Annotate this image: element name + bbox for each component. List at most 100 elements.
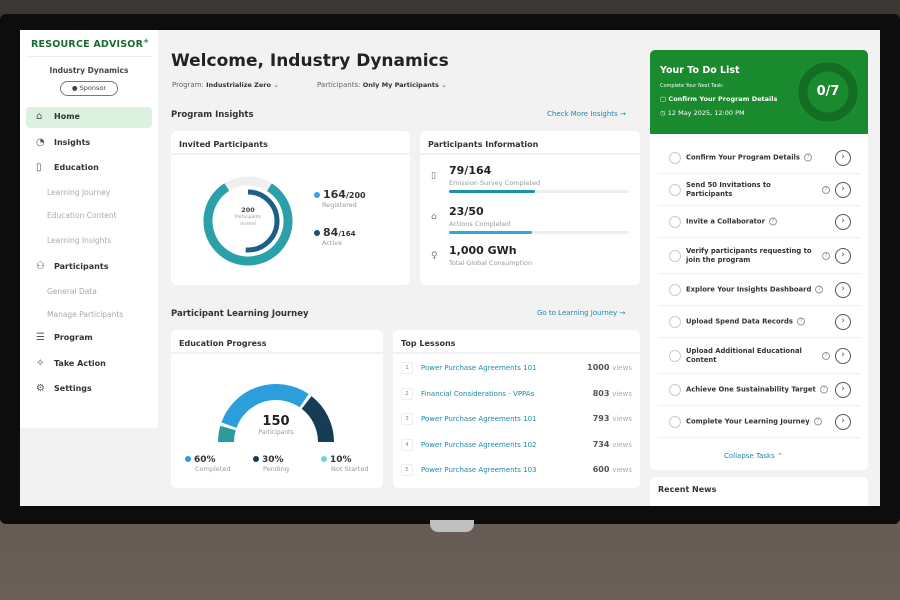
list-icon: ☰: [36, 332, 45, 343]
chevron-right-circle-icon[interactable]: ›: [835, 413, 851, 430]
todo-item[interactable]: Explore Your Insights Dashboard? ›: [658, 274, 860, 306]
views-count: 803: [592, 388, 610, 398]
logo[interactable]: RESOURCE ADVISOR+: [31, 37, 149, 50]
todo-checkbox[interactable]: [669, 215, 681, 228]
legend-dot: [321, 456, 327, 462]
todo-item[interactable]: Invite a Collaborator? ›: [658, 206, 860, 238]
bulb-icon: ♀: [431, 251, 438, 261]
sidebar-subitem[interactable]: Education Content: [47, 211, 117, 220]
todo-checkbox[interactable]: [669, 349, 681, 362]
sidebar-item-education[interactable]: ▯ Education: [26, 158, 152, 179]
help-icon[interactable]: ?: [822, 251, 830, 260]
chevron-right-circle-icon[interactable]: ›: [835, 281, 851, 298]
lesson-rank: 2: [401, 387, 413, 400]
gauge-segment-pending: [301, 396, 334, 443]
participants-information-card: Participants Information ▯ 79/164 Emission…: [420, 131, 640, 285]
lesson-row[interactable]: 3 Power Purchase Agreements 101 793 views: [401, 407, 632, 432]
todo-progress-text: 0/7: [816, 84, 840, 99]
todo-checkbox[interactable]: [669, 283, 681, 296]
chevron-right-circle-icon[interactable]: ›: [835, 181, 851, 198]
legend-dot: [253, 456, 259, 462]
lesson-link[interactable]: Financial Considerations - VPPAs: [421, 389, 535, 398]
sidebar-item-program[interactable]: ☰ Program: [26, 328, 152, 349]
todo-checkbox[interactable]: [669, 315, 681, 328]
todo-checkbox[interactable]: [669, 151, 681, 164]
lesson-row[interactable]: 1 Power Purchase Agreements 101 1000 views: [401, 356, 632, 381]
sidebar-item-take-action[interactable]: ✧ Take Action: [26, 354, 152, 375]
todo-checkbox[interactable]: [669, 383, 681, 396]
help-icon[interactable]: ?: [813, 417, 822, 426]
donut-center-label: Participants: [234, 215, 262, 220]
todo-item[interactable]: Complete Your Learning Journey? ›: [658, 406, 860, 438]
donut-center: 200 Participants Invited: [228, 207, 268, 228]
help-icon[interactable]: ?: [815, 285, 824, 294]
clipboard-icon: ▯: [431, 171, 436, 181]
chevron-right-circle-icon[interactable]: ›: [835, 313, 851, 330]
chart-icon: ◔: [36, 137, 45, 148]
todo-item[interactable]: Verify participants requesting to join t…: [658, 238, 860, 274]
todo-label: Verify participants requesting to join t…: [686, 246, 812, 264]
active-arc: [216, 189, 280, 253]
chevron-right-circle-icon[interactable]: ›: [835, 381, 851, 398]
participants-filter[interactable]: Participants: Only My Participants ⌄: [317, 81, 447, 89]
todo-label: Achieve One Sustainability Target: [686, 385, 816, 393]
sidebar-subitem[interactable]: Learning Journey: [47, 188, 111, 197]
help-icon[interactable]: ?: [819, 385, 828, 394]
chevron-right-circle-icon[interactable]: ›: [835, 213, 851, 230]
todo-item[interactable]: Upload Additional Educational Content? ›: [658, 338, 860, 374]
lesson-link[interactable]: Power Purchase Agreements 103: [421, 466, 537, 474]
active-value: 84: [323, 226, 339, 239]
next-task-label: Complete Your Next Task:: [660, 83, 724, 89]
todo-checkbox[interactable]: [669, 249, 681, 262]
chevron-right-circle-icon[interactable]: ›: [835, 347, 851, 364]
chevron-right-circle-icon[interactable]: ›: [835, 149, 851, 166]
sidebar-item-insights[interactable]: ◔ Insights: [26, 133, 152, 154]
gauge-center: 150 Participants: [251, 414, 301, 436]
next-task[interactable]: ▢ Confirm Your Program Details: [660, 95, 777, 103]
lesson-link[interactable]: Power Purchase Agreements 102: [421, 440, 537, 449]
help-icon[interactable]: ?: [768, 217, 777, 226]
gauge-segment-not-started: [218, 425, 236, 443]
sidebar-subitem[interactable]: Manage Participants: [47, 310, 124, 319]
sidebar-subitem[interactable]: Learning Insights: [47, 236, 112, 245]
lesson-rank: 5: [401, 464, 413, 476]
todo-checkbox[interactable]: [669, 183, 681, 196]
sidebar-item-home[interactable]: ⌂ Home: [26, 107, 152, 128]
lesson-row[interactable]: 2 Financial Considerations - VPPAs 803 vie…: [401, 382, 632, 407]
todo-item[interactable]: Confirm Your Program Details? ›: [658, 142, 860, 174]
top-lessons-card: Top Lessons 1 Power Purchase Agreements 1…: [393, 330, 640, 488]
lesson-row[interactable]: 4 Power Purchase Agreements 102 734 views: [401, 433, 632, 458]
card-title: Top Lessons: [401, 339, 456, 348]
education-progress-gauge: [218, 384, 334, 443]
legend-value: 30%: [262, 455, 284, 465]
sidebar-item-settings[interactable]: ⚙ Settings: [26, 379, 152, 400]
legend-value: 10%: [330, 455, 352, 465]
role-badge[interactable]: ● Sponsor: [60, 81, 118, 96]
collapse-tasks-button[interactable]: Collapse Tasks ⌃: [724, 452, 783, 460]
program-filter[interactable]: Program: Industrialize Zero ⌄: [172, 81, 279, 89]
todo-label-wrap: Achieve One Sustainability Target?: [686, 385, 830, 394]
todo-checkbox[interactable]: [669, 415, 681, 428]
help-icon[interactable]: ?: [822, 185, 830, 194]
lesson-row[interactable]: 5 Power Purchase Agreements 103 600 views: [401, 458, 632, 483]
check-more-insights-link[interactable]: Check More Insights →: [547, 110, 626, 118]
chevron-right-circle-icon[interactable]: ›: [835, 247, 851, 264]
todo-item[interactable]: Achieve One Sustainability Target? ›: [658, 374, 860, 406]
help-icon[interactable]: ?: [796, 317, 805, 326]
gauge-center-value: 150: [262, 414, 290, 429]
info-value: 23/50: [449, 205, 484, 218]
todo-item[interactable]: Send 50 Invitations to Participants? ›: [658, 174, 860, 206]
lesson-link[interactable]: Power Purchase Agreements 101: [421, 364, 537, 372]
go-to-learning-journey-link[interactable]: Go to Learning Journey →: [537, 309, 625, 317]
sidebar-item-label: Take Action: [54, 359, 106, 368]
todo-item[interactable]: Upload Spend Data Records? ›: [658, 306, 860, 338]
logo-sup: +: [143, 37, 150, 45]
registered-arc: [203, 176, 293, 266]
help-icon[interactable]: ?: [822, 351, 830, 360]
progress-fill: [449, 190, 536, 193]
views-label: views: [612, 466, 632, 474]
sidebar-item-participants[interactable]: ⚇ Participants: [26, 257, 152, 278]
lesson-link[interactable]: Power Purchase Agreements 101: [421, 415, 537, 423]
help-icon[interactable]: ?: [803, 153, 812, 162]
sidebar-subitem[interactable]: General Data: [47, 287, 97, 296]
